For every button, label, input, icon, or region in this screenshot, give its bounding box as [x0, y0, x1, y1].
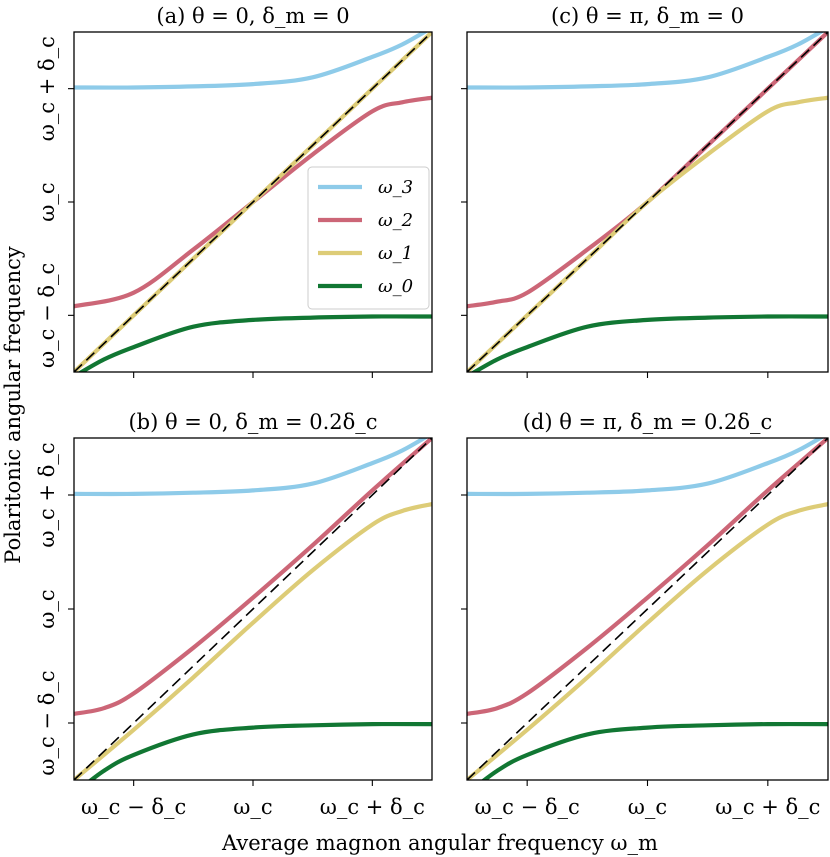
series-line-ω1 [467, 502, 828, 780]
diagonal-reference-line [74, 438, 432, 780]
plot-area [74, 438, 432, 780]
x-tick-label: ω_c − δ_c [81, 795, 186, 819]
diagonal-reference-line [74, 32, 432, 372]
x-tick-label: ω_c − δ_c [475, 795, 580, 819]
series-line-ω3 [467, 438, 825, 497]
series-line-ω0 [480, 721, 828, 780]
y-axis-label: Polaritonic angular frequency [1, 246, 25, 564]
panel-b: (b) θ = 0, δ_m = 0.2δ_c ω_c − δ_c ω_c ω_c +… [35, 410, 433, 819]
diagonal-reference-line [467, 32, 828, 372]
legend-label: ω_2 [378, 210, 413, 231]
x-tick-label: ω_c [233, 795, 272, 819]
plot-area [467, 32, 828, 372]
legend: ω_3 ω_2 ω_1 ω_0 [307, 166, 430, 310]
legend-label: ω_3 [378, 177, 413, 198]
legend-box [307, 166, 430, 310]
panel-title: (a) θ = 0, δ_m = 0 [156, 4, 349, 28]
y-tick-label: ω_c + δ_c [35, 442, 59, 547]
series-line-ω3 [74, 32, 429, 90]
panel-a: (a) θ = 0, δ_m = 0 ω_c − δ_c ω_c ω_c + δ_c [35, 4, 433, 378]
panel-d: (d) θ = π, δ_m = 0.2δ_c ω_c − δ_c ω_c ω_c +… [461, 410, 829, 819]
y-tick-label: ω_c − δ_c [35, 263, 59, 368]
y-tick-label: ω_c − δ_c [35, 670, 59, 775]
plot-area [74, 32, 432, 372]
legend-label: ω_1 [378, 243, 413, 264]
y-tick-label: ω_c [35, 589, 59, 628]
plot-area [467, 438, 828, 780]
series-line-ω0 [470, 314, 828, 372]
panels: (a) θ = 0, δ_m = 0ω_c − δ_cω_cω_c + δ_c(… [35, 4, 829, 819]
series-line-ω3 [467, 32, 825, 90]
series-line-ω1 [467, 95, 828, 372]
diagonal-reference-line [467, 438, 828, 780]
x-tick-label: ω_c + δ_c [715, 795, 820, 819]
legend-label: ω_0 [378, 276, 413, 297]
panel-title: (d) θ = π, δ_m = 0.2δ_c [523, 410, 773, 434]
series-line-ω0 [77, 314, 432, 372]
x-tick-label: ω_c [628, 795, 667, 819]
series-line-ω2 [467, 438, 828, 716]
series-line-ω0 [87, 721, 432, 780]
series-line-ω2 [467, 32, 828, 309]
series-line-ω2 [74, 438, 432, 716]
y-tick-label: ω_c + δ_c [35, 36, 59, 141]
panel-title: (c) θ = π, δ_m = 0 [551, 4, 744, 28]
panel-title: (b) θ = 0, δ_m = 0.2δ_c [128, 410, 377, 434]
x-tick-label: ω_c + δ_c [320, 795, 425, 819]
y-tick-label: ω_c [35, 182, 59, 221]
x-axis-label: Average magnon angular frequency ω_m [221, 831, 658, 855]
series-line-ω1 [74, 502, 432, 780]
series-line-ω2 [74, 95, 432, 309]
panel-c: (c) θ = π, δ_m = 0 [461, 4, 829, 378]
series-line-ω3 [74, 438, 429, 497]
